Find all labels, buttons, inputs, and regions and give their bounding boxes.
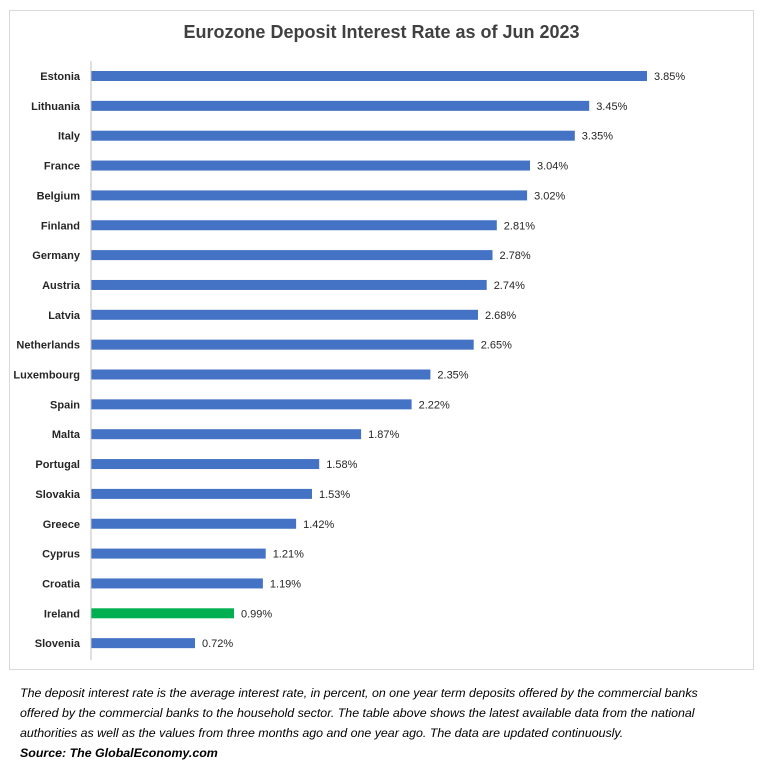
value-label-ireland: 0.99% bbox=[241, 608, 272, 620]
bar-malta bbox=[91, 429, 362, 440]
footnote: The deposit interest rate is the average… bbox=[20, 683, 750, 763]
footnote-line-1: The deposit interest rate is the average… bbox=[20, 686, 698, 700]
bar-portugal bbox=[91, 459, 320, 470]
bar-lithuania bbox=[91, 100, 590, 111]
bar-finland bbox=[91, 220, 497, 231]
bar-slovakia bbox=[91, 488, 312, 499]
value-label-estonia: 3.85% bbox=[654, 71, 685, 83]
value-label-slovakia: 1.53% bbox=[319, 489, 350, 501]
value-label-cyprus: 1.21% bbox=[273, 549, 304, 561]
value-label-belgium: 3.02% bbox=[534, 190, 565, 202]
value-label-finland: 2.81% bbox=[504, 220, 535, 232]
category-label-portugal: Portugal bbox=[35, 459, 80, 471]
category-label-malta: Malta bbox=[52, 429, 81, 441]
category-label-latvia: Latvia bbox=[48, 310, 81, 322]
bar-italy bbox=[91, 130, 575, 141]
value-label-croatia: 1.19% bbox=[270, 578, 301, 590]
category-label-italy: Italy bbox=[58, 131, 81, 143]
chart-container: Eurozone Deposit Interest Rate as of Jun… bbox=[9, 10, 754, 670]
bar-greece bbox=[91, 518, 297, 529]
category-label-croatia: Croatia bbox=[42, 578, 81, 590]
bar-austria bbox=[91, 279, 487, 290]
bar-france bbox=[91, 160, 530, 171]
footnote-line-2: offered by the commercial banks to the h… bbox=[20, 706, 695, 720]
bar-ireland bbox=[91, 608, 234, 619]
value-label-spain: 2.22% bbox=[419, 399, 450, 411]
category-label-slovakia: Slovakia bbox=[35, 489, 81, 501]
value-label-netherlands: 2.65% bbox=[481, 340, 512, 352]
source-credit: Source: The GlobalEconomy.com bbox=[20, 746, 218, 760]
value-label-malta: 1.87% bbox=[368, 429, 399, 441]
category-label-france: France bbox=[44, 161, 80, 173]
value-label-france: 3.04% bbox=[537, 161, 568, 173]
value-label-luxembourg: 2.35% bbox=[437, 370, 468, 382]
value-label-germany: 2.78% bbox=[500, 250, 531, 262]
value-label-austria: 2.74% bbox=[494, 280, 525, 292]
value-label-portugal: 1.58% bbox=[326, 459, 357, 471]
category-label-slovenia: Slovenia bbox=[35, 638, 81, 650]
category-label-greece: Greece bbox=[43, 519, 80, 531]
bar-belgium bbox=[91, 190, 528, 201]
value-label-slovenia: 0.72% bbox=[202, 638, 233, 650]
category-label-cyprus: Cyprus bbox=[42, 549, 80, 561]
chart-title: Eurozone Deposit Interest Rate as of Jun… bbox=[183, 22, 580, 42]
bar-germany bbox=[91, 250, 493, 261]
value-label-greece: 1.42% bbox=[303, 519, 334, 531]
value-label-lithuania: 3.45% bbox=[596, 101, 627, 113]
category-label-belgium: Belgium bbox=[37, 190, 81, 202]
bar-spain bbox=[91, 399, 412, 410]
category-label-luxembourg: Luxembourg bbox=[13, 370, 80, 382]
category-label-finland: Finland bbox=[41, 220, 80, 232]
bar-estonia bbox=[91, 71, 647, 81]
category-label-spain: Spain bbox=[50, 399, 80, 411]
value-label-italy: 3.35% bbox=[582, 131, 613, 143]
bar-latvia bbox=[91, 309, 478, 320]
bar-slovenia bbox=[91, 638, 195, 649]
category-label-austria: Austria bbox=[42, 280, 81, 292]
category-label-netherlands: Netherlands bbox=[16, 340, 80, 352]
bar-luxembourg bbox=[91, 369, 431, 380]
bar-chart: Estonia 3.85% Lithuania 3.45% Italy 3.35% Fran… bbox=[13, 61, 685, 661]
bar-cyprus bbox=[91, 548, 266, 559]
footnote-line-3: authorities as well as the values from t… bbox=[20, 726, 624, 740]
category-label-ireland: Ireland bbox=[44, 608, 80, 620]
bar-netherlands bbox=[91, 339, 474, 350]
category-label-estonia: Estonia bbox=[40, 71, 81, 83]
bar-croatia bbox=[91, 578, 263, 589]
value-label-latvia: 2.68% bbox=[485, 310, 516, 322]
category-label-lithuania: Lithuania bbox=[31, 101, 81, 113]
category-label-germany: Germany bbox=[32, 250, 81, 262]
